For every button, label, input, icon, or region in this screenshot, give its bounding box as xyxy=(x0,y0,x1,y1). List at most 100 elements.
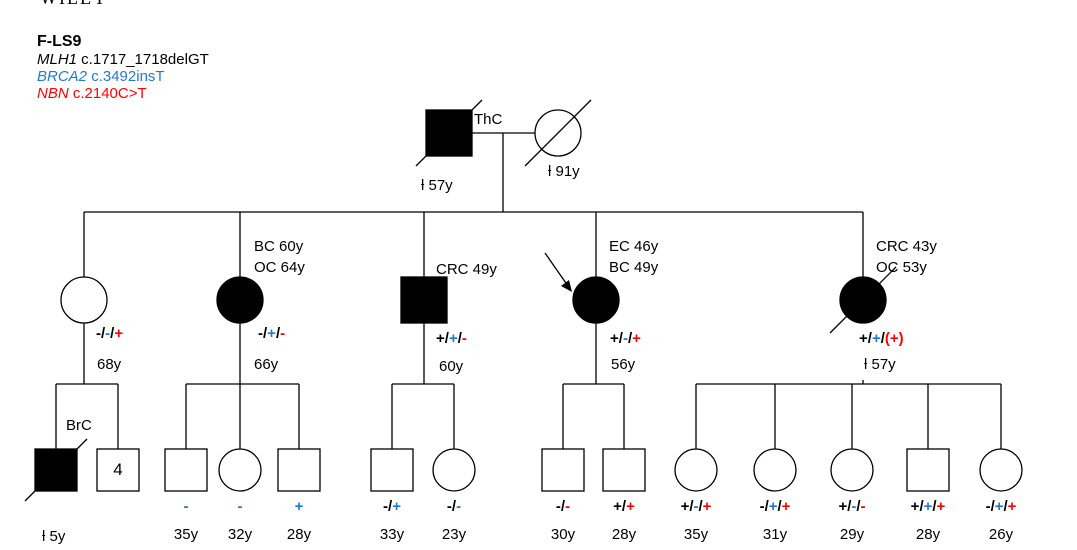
genotype-separator: / xyxy=(764,498,769,515)
variant-gene: BRCA2 xyxy=(37,68,88,85)
genotype-allele-2: - xyxy=(280,325,286,342)
genotype-allele-1: + xyxy=(448,330,458,347)
genotype-separator: / xyxy=(621,498,627,515)
age-gc4: 32y xyxy=(227,526,253,543)
genotype-allele-2: - xyxy=(461,330,467,347)
genotype-allele-1: - xyxy=(105,325,111,342)
genotype-allele-0: - xyxy=(258,325,263,342)
genotype-allele-2: + xyxy=(702,498,712,515)
age-child1: 68y xyxy=(97,356,122,373)
genotype-allele-1: + xyxy=(871,330,881,347)
age-gc12: 29y xyxy=(839,526,865,543)
genotype-separator: / xyxy=(627,330,633,347)
age-child4: 56y xyxy=(611,356,636,373)
genotype-allele-1: + xyxy=(768,498,778,515)
female-symbol-gc10 xyxy=(674,448,718,492)
genotype-separator: / xyxy=(698,498,703,515)
age-gc13: 28y xyxy=(915,526,941,543)
male-symbol-gc13 xyxy=(906,448,950,492)
genotype-separator: / xyxy=(263,325,268,342)
genotype-gc8: -/- xyxy=(556,498,570,516)
genotype-allele-0: + xyxy=(613,498,622,515)
genotype-separator: / xyxy=(777,498,782,515)
genotype-gc11: -/+/+ xyxy=(760,498,791,516)
family-id: F-LS9 xyxy=(37,33,82,50)
genotype-separator: / xyxy=(856,498,861,515)
genotype-gc9: +/+ xyxy=(613,498,635,516)
proband-arrow-shaft xyxy=(544,252,569,287)
genotype-allele-2: (+) xyxy=(884,330,904,347)
male-symbol-gc5 xyxy=(277,448,321,492)
age-gc11: 31y xyxy=(762,526,788,543)
genotype-gc13: +/+/+ xyxy=(911,498,946,516)
variant-mlh1: MLH1 c.1717_1718delGT xyxy=(37,51,209,68)
genotype-allele-2: + xyxy=(1007,498,1017,515)
diagnosis-child4-1: BC 49y xyxy=(609,259,659,276)
age-gc5: 28y xyxy=(286,526,312,543)
diagnosis-child4-0: EC 46y xyxy=(609,238,659,255)
genotype-separator: / xyxy=(880,330,885,347)
genotype-gc4: - xyxy=(238,498,243,516)
genotype-gc6: -/+ xyxy=(383,498,401,516)
genotype-gc12: +/-/- xyxy=(838,498,865,516)
genotype-allele-1: - xyxy=(456,498,462,515)
genotype-allele-0: - xyxy=(759,498,765,515)
genotype-child2: -/+/- xyxy=(258,325,285,343)
diagnosis-child2-1: OC 64y xyxy=(254,259,305,276)
male-symbol-gc3 xyxy=(164,448,208,492)
age-child5: ƚ 57y xyxy=(864,356,896,373)
variant-change: c.1717_1718delGT xyxy=(77,51,209,68)
age-gc14: 26y xyxy=(988,526,1014,543)
genotype-child5: +/+/(+) xyxy=(859,330,904,348)
genotype-separator: / xyxy=(689,498,694,515)
male-symbol-gc9 xyxy=(602,448,646,492)
female-symbol-gc4 xyxy=(218,448,262,492)
genotype-allele-2: + xyxy=(781,498,791,515)
genotype-allele-0: + xyxy=(859,330,868,347)
deceased-slash-gen1_father xyxy=(415,99,483,167)
genotype-separator: / xyxy=(444,330,449,347)
age-child2: 66y xyxy=(254,356,279,373)
genotype-child3: +/+/- xyxy=(436,330,467,348)
age-gc7: 23y xyxy=(441,526,467,543)
genotype-gc7: -/- xyxy=(447,498,461,516)
female-symbol-gc7 xyxy=(432,448,476,492)
genotype-separator: / xyxy=(388,498,393,515)
genotype-separator: / xyxy=(847,498,852,515)
variant-gene: NBN xyxy=(37,85,69,102)
genotype-separator: / xyxy=(560,498,566,515)
genotype-allele-0: - xyxy=(96,325,101,342)
publisher-watermark: WILEY xyxy=(40,0,108,9)
sibling-count: 4 xyxy=(113,460,123,479)
male-symbol-gc2 xyxy=(96,448,140,492)
variant-nbn: NBN c.2140C>T xyxy=(37,85,147,102)
genotype-child4: +/-/+ xyxy=(610,330,641,348)
genotype-separator: / xyxy=(919,498,924,515)
genotype-allele-2: + xyxy=(114,325,124,342)
genotype-allele-2: - xyxy=(860,498,866,515)
genotype-gc3: - xyxy=(184,498,189,516)
genotype-separator: / xyxy=(1003,498,1008,515)
genotype-separator: / xyxy=(457,330,462,347)
age-gc6: 33y xyxy=(379,526,405,543)
genotype-allele-1: - xyxy=(622,330,628,347)
genotype-allele-1: + xyxy=(392,498,401,515)
genotype-gc10: +/-/+ xyxy=(681,498,712,516)
genotype-allele-0: - xyxy=(985,498,991,515)
genotype-separator: / xyxy=(110,325,115,342)
deceased-slash-gen1_mother xyxy=(524,99,592,167)
genotype-allele-2: + xyxy=(632,330,641,347)
genotype-allele-1: - xyxy=(183,498,189,515)
genotype-gc5: + xyxy=(295,498,304,516)
female-symbol-gc11 xyxy=(753,448,797,492)
genotype-allele-2: - xyxy=(565,498,571,515)
diagnosis-child2-0: BC 60y xyxy=(254,238,304,255)
diagnosis-gen1_father-0: ThC xyxy=(474,111,503,128)
age-gen1_mother: ƚ 91y xyxy=(548,163,580,180)
genotype-separator: / xyxy=(275,325,281,342)
genotype-allele-1: + xyxy=(923,498,933,515)
genotype-allele-0: + xyxy=(680,498,690,515)
genotype-allele-0: + xyxy=(610,330,619,347)
